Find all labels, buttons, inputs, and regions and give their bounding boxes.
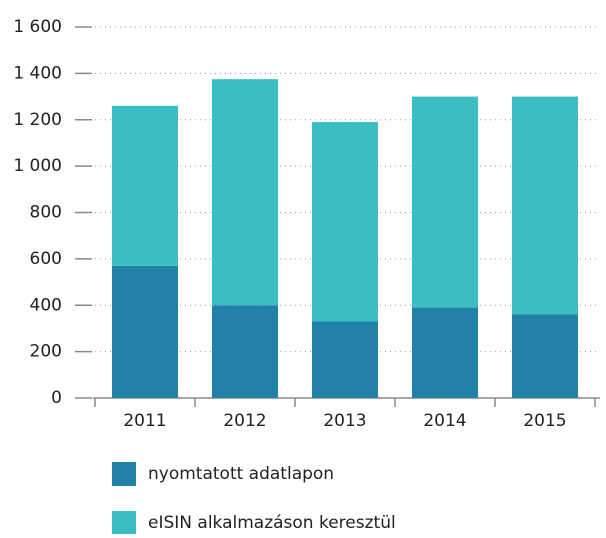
y-tick-label: 1 200 — [13, 110, 62, 130]
x-tick-label: 2012 — [223, 411, 266, 431]
y-tick-label: 1 400 — [13, 63, 62, 83]
legend-swatch — [112, 462, 136, 486]
y-tick-label: 1 000 — [13, 156, 62, 176]
bar-segment — [512, 314, 578, 398]
y-tick-label: 0 — [51, 388, 62, 408]
legend-swatch — [112, 511, 136, 535]
bar-segment — [212, 305, 278, 398]
bar-segment — [412, 307, 478, 398]
y-tick-label: 200 — [30, 342, 62, 362]
legend-label: nyomtatott adatlapon — [148, 464, 334, 484]
y-tick-label: 800 — [30, 203, 62, 223]
bar-segment — [512, 96, 578, 315]
bar-segment — [112, 105, 178, 266]
bar-segment — [412, 96, 478, 308]
bar-segment — [312, 122, 378, 322]
x-tick-label: 2011 — [123, 411, 166, 431]
y-tick-label: 600 — [30, 249, 62, 269]
y-tick-label: 1 600 — [13, 17, 62, 37]
y-tick-label: 400 — [30, 295, 62, 315]
x-tick-label: 2013 — [323, 411, 366, 431]
bar-segment — [312, 321, 378, 398]
bar-segment — [112, 265, 178, 398]
legend-label: eISIN alkalmazáson keresztül — [148, 513, 396, 533]
bar-segment — [212, 79, 278, 306]
x-tick-label: 2015 — [523, 411, 566, 431]
x-tick-label: 2014 — [423, 411, 466, 431]
